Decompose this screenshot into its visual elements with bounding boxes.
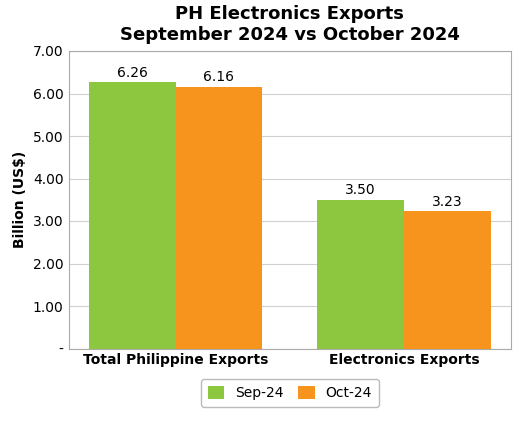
Text: 6.26: 6.26 [116,66,148,80]
Y-axis label: Billion (US$): Billion (US$) [13,151,27,248]
Text: 3.50: 3.50 [345,183,376,197]
Text: 6.16: 6.16 [203,70,235,84]
Text: 3.23: 3.23 [432,195,463,209]
Bar [404,211,491,348]
Legend: Sep-24, Oct-24: Sep-24, Oct-24 [201,379,379,407]
Bar [175,87,262,348]
Bar [317,200,404,348]
Title: PH Electronics Exports
September 2024 vs October 2024: PH Electronics Exports September 2024 vs… [120,5,460,44]
Bar [89,82,175,348]
